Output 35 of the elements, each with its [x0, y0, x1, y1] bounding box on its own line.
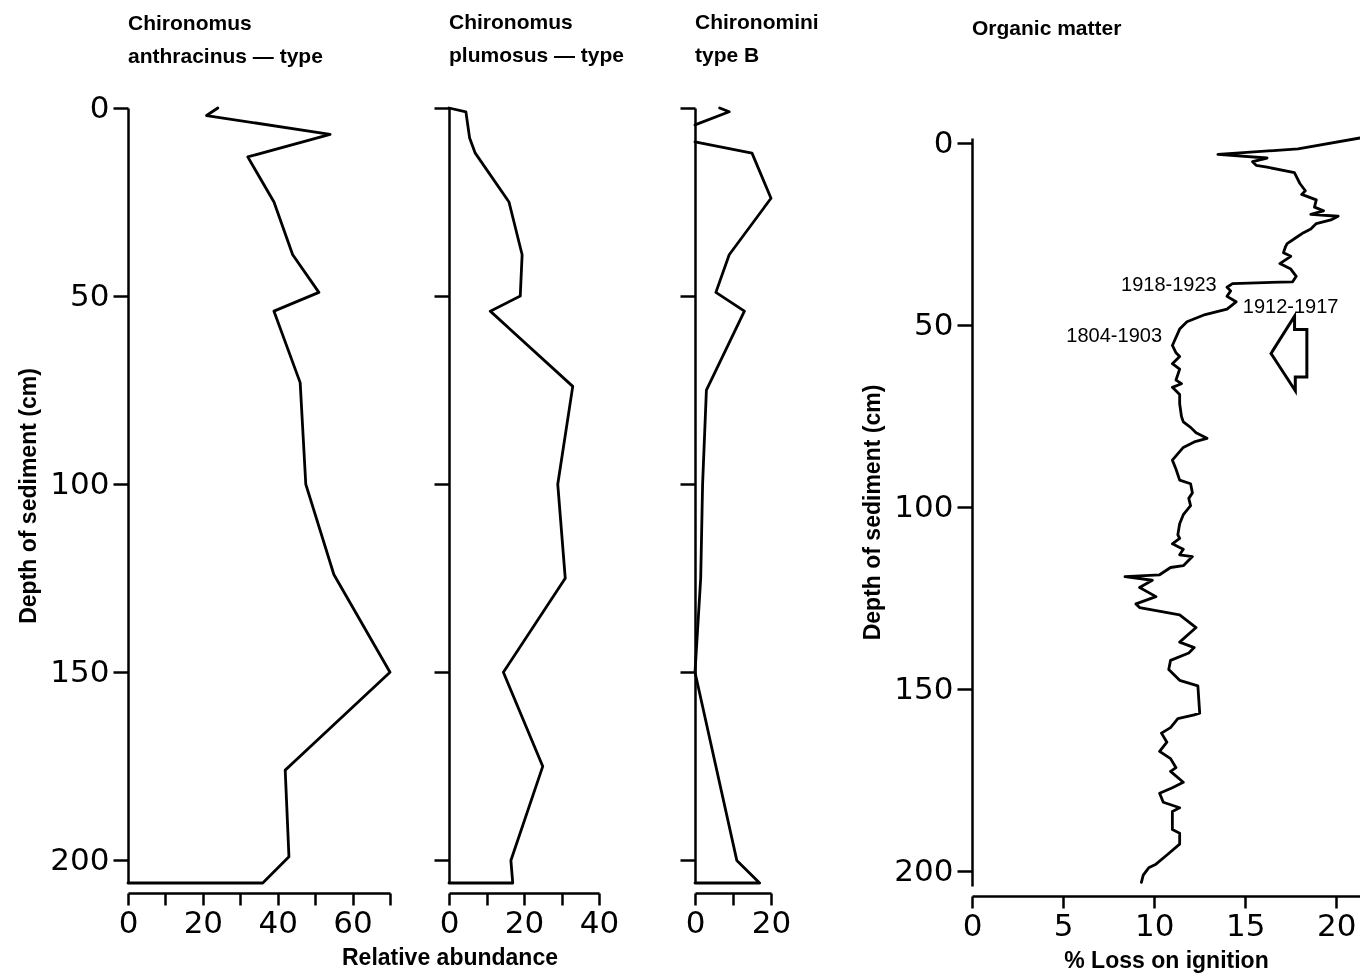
y-tick-label: 100	[894, 487, 954, 524]
y-tick-label: 200	[894, 851, 954, 888]
chart-title: Chironomus anthracinus — type	[128, 10, 323, 67]
x-tick-label: 0	[439, 903, 460, 940]
y-tick-label: 0	[933, 123, 954, 160]
x-axis-title: % Loss on ignition	[1064, 946, 1269, 973]
y-tick-label: 100	[50, 464, 110, 501]
x-tick-label: 60	[333, 903, 373, 940]
x-tick-label: 20	[1317, 906, 1357, 943]
y-tick-label: 200	[50, 840, 110, 877]
x-tick-label: 5	[1053, 906, 1074, 943]
x-axis-title: Relative abundance	[341, 943, 559, 970]
x-tick-label: 0	[962, 906, 983, 943]
chart-title: Chironomus plumosus — type	[449, 9, 625, 66]
annotation: 1804-1903	[1066, 324, 1163, 347]
chart-title: Organic matter	[972, 15, 1122, 39]
annotation: 1918-1923	[1121, 273, 1217, 296]
x-tick-label: 20	[751, 903, 792, 940]
x-tick-label: 0	[118, 903, 139, 940]
x-tick-label: 40	[258, 903, 298, 940]
x-tick-label: 15	[1226, 906, 1266, 943]
y-tick-label: 150	[894, 669, 954, 706]
chart-title: Chironomini type B	[695, 9, 819, 66]
y-axis-title: Depth of sediment (cm)	[15, 368, 42, 624]
x-tick-label: 40	[579, 903, 620, 940]
x-tick-label: 20	[183, 903, 224, 940]
y-tick-label: 50	[70, 276, 110, 313]
annotation: 1912-1917	[1242, 295, 1339, 318]
y-axis-title: Depth of sediment (cm)	[859, 384, 886, 641]
y-tick-label: 150	[50, 652, 110, 689]
x-tick-label: 0	[685, 903, 706, 940]
y-tick-label: 0	[89, 88, 110, 125]
x-tick-label: 20	[504, 903, 545, 940]
x-tick-label: 10	[1134, 906, 1175, 943]
y-tick-label: 50	[914, 305, 954, 342]
